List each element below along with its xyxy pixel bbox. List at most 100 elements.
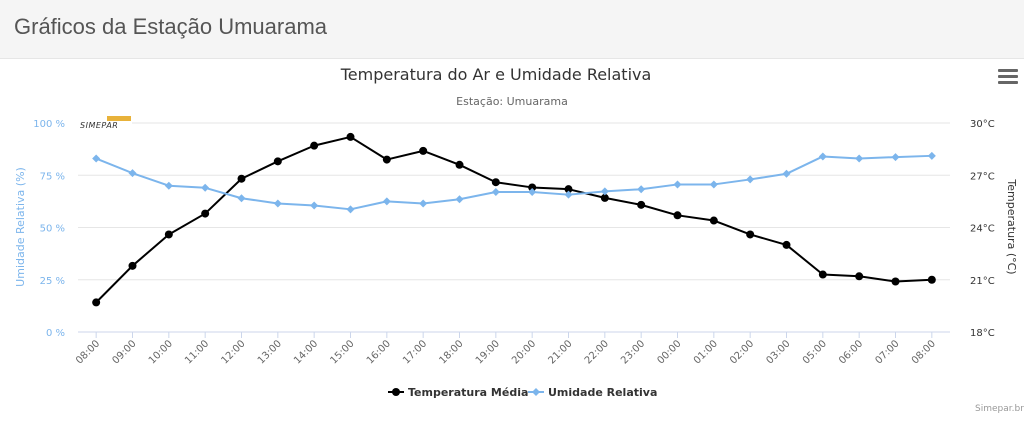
temperature-point xyxy=(164,230,173,239)
humidity-point xyxy=(673,180,682,189)
logo-text: SIMEPAR xyxy=(80,121,118,130)
page-header: Gráficos da Estação Umuarama xyxy=(0,0,1024,59)
page-title: Gráficos da Estação Umuarama xyxy=(14,14,328,39)
temperature-point xyxy=(92,298,101,307)
humidity-point xyxy=(237,194,246,203)
humidity-point xyxy=(637,185,646,194)
credits-link[interactable]: Simepar.br xyxy=(975,404,1024,414)
humidity-point xyxy=(709,180,718,189)
legend-item-temperature[interactable]: Temperatura Média xyxy=(388,386,528,399)
x-tick-label: 20:00 xyxy=(510,338,538,366)
temperature-point xyxy=(273,157,282,166)
y-right-tick-label: 30°C xyxy=(970,119,995,130)
temperature-point xyxy=(600,193,609,202)
temperature-point xyxy=(455,160,464,169)
chart-title: Temperatura do Ar e Umidade Relativa xyxy=(340,65,652,84)
x-tick-label: 02:00 xyxy=(728,338,756,366)
y-right-axis-title: Temperatura (°C) xyxy=(1005,178,1018,274)
temperature-point xyxy=(782,240,791,249)
x-tick-label: 15:00 xyxy=(328,338,356,366)
humidity-point xyxy=(782,169,791,178)
humidity-point xyxy=(746,175,755,184)
x-tick-label: 23:00 xyxy=(619,338,647,366)
temperature-point xyxy=(491,178,500,187)
y-right-tick-label: 18°C xyxy=(970,328,995,339)
temperature-point xyxy=(346,132,355,141)
temperature-point xyxy=(382,155,391,164)
humidity-point xyxy=(855,154,864,163)
humidity-point xyxy=(419,199,428,208)
y-right-tick-label: 21°C xyxy=(970,276,995,287)
humidity-line xyxy=(95,154,932,211)
x-tick-label: 07:00 xyxy=(873,338,901,366)
temperature-line xyxy=(95,135,932,304)
temperature-point xyxy=(237,174,246,183)
x-tick-label: 11:00 xyxy=(183,338,211,366)
y-left-tick-label: 0 % xyxy=(46,328,65,339)
humidity-point xyxy=(92,154,101,163)
x-tick-label: 12:00 xyxy=(219,338,247,366)
legend-marker xyxy=(532,388,540,396)
x-tick-label: 00:00 xyxy=(655,338,683,366)
chart-container: Temperatura do Ar e Umidade Relativa Esta… xyxy=(0,59,1024,421)
temperature-point xyxy=(419,146,428,155)
humidity-point xyxy=(891,153,900,162)
humidity-point xyxy=(564,190,573,199)
x-tick-label: 17:00 xyxy=(401,338,429,366)
humidity-point xyxy=(273,199,282,208)
x-tick-label: 14:00 xyxy=(292,338,320,366)
logo-mark xyxy=(107,116,131,121)
humidity-point xyxy=(600,187,609,196)
temperature-point xyxy=(673,211,682,220)
legend-marker xyxy=(392,388,400,396)
chart-svg: Temperatura do Ar e Umidade Relativa Esta… xyxy=(14,65,1018,399)
humidity-point xyxy=(382,197,391,206)
temperature-point xyxy=(201,209,210,218)
humidity-point xyxy=(201,183,210,192)
temperature-point xyxy=(855,272,864,281)
temperature-point xyxy=(818,270,827,279)
temperature-point xyxy=(891,277,900,286)
y-left-tick-label: 75 % xyxy=(40,171,65,182)
legend-label: Temperatura Média xyxy=(408,386,528,399)
chart-subtitle: Estação: Umuarama xyxy=(456,95,568,108)
legend-label: Umidade Relativa xyxy=(548,386,657,399)
y-left-tick-label: 50 % xyxy=(40,224,65,235)
x-tick-label: 05:00 xyxy=(801,338,829,366)
humidity-point xyxy=(528,187,537,196)
temperature-point xyxy=(709,216,718,225)
x-tick-label: 09:00 xyxy=(110,338,138,366)
y-left-tick-label: 100 % xyxy=(33,119,65,130)
x-tick-label: 22:00 xyxy=(583,338,611,366)
temperature-point xyxy=(528,183,537,192)
temperature-point xyxy=(927,275,936,284)
humidity-point xyxy=(491,187,500,196)
x-tick-label: 06:00 xyxy=(837,338,865,366)
x-tick-label: 03:00 xyxy=(764,338,792,366)
x-tick-label: 08:00 xyxy=(74,338,102,366)
humidity-point xyxy=(818,152,827,161)
x-tick-label: 18:00 xyxy=(437,338,465,366)
x-tick-label: 19:00 xyxy=(474,338,502,366)
y-left-tick-label: 25 % xyxy=(40,276,65,287)
humidity-point xyxy=(927,151,936,160)
y-left-axis-title: Umidade Relativa (%) xyxy=(14,167,27,287)
humidity-point xyxy=(164,181,173,190)
temperature-point xyxy=(564,185,573,194)
x-tick-label: 08:00 xyxy=(910,338,938,366)
x-tick-label: 01:00 xyxy=(692,338,720,366)
humidity-point xyxy=(455,195,464,204)
y-right-tick-label: 24°C xyxy=(970,224,995,235)
humidity-point xyxy=(128,169,137,178)
temperature-point xyxy=(128,261,137,270)
legend-item-humidity[interactable]: Umidade Relativa xyxy=(528,386,657,399)
x-tick-label: 21:00 xyxy=(546,338,574,366)
x-tick-label: 16:00 xyxy=(365,338,393,366)
temperature-point xyxy=(746,230,755,239)
temperature-point xyxy=(310,141,319,150)
hamburger-icon[interactable] xyxy=(998,69,1018,87)
x-tick-label: 13:00 xyxy=(256,338,284,366)
temperature-point xyxy=(637,200,646,209)
y-right-tick-label: 27°C xyxy=(970,171,995,182)
humidity-point xyxy=(346,205,355,214)
